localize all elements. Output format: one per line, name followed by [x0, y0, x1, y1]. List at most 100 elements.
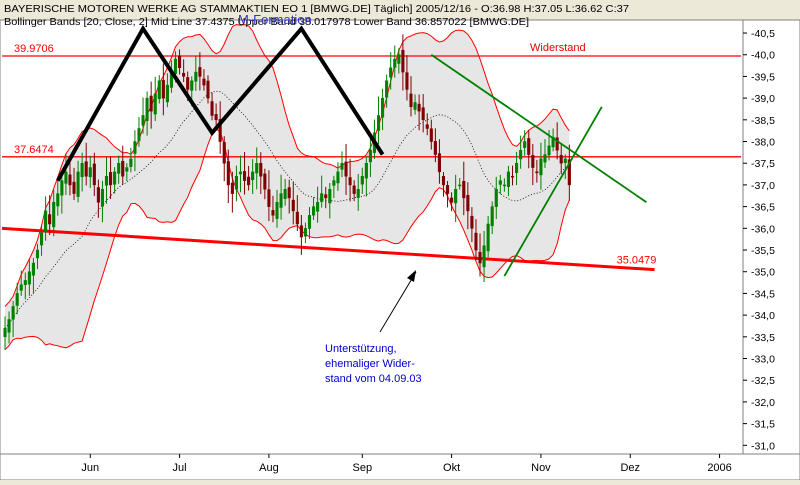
arrowhead [407, 270, 416, 282]
candle-body [376, 115, 381, 131]
y-tick-label: -39,5 [751, 71, 775, 83]
candle [283, 179, 287, 206]
candle-body [478, 251, 482, 264]
candle [364, 156, 368, 197]
candle [109, 156, 113, 199]
candle-body [344, 161, 348, 177]
candle [462, 161, 466, 216]
candle [149, 81, 153, 129]
candle-body [137, 128, 141, 141]
y-tick-label: -40,0 [751, 50, 775, 62]
x-tick-label: Okt [443, 462, 460, 474]
candle-body [543, 154, 547, 163]
candle-body [60, 180, 64, 196]
candle-body [157, 80, 161, 100]
candle [259, 152, 263, 194]
candle [7, 311, 11, 344]
candle-body [44, 210, 48, 233]
candle [100, 180, 104, 223]
candle-body [482, 245, 486, 268]
candle [324, 186, 328, 209]
y-tick-label: -37,0 [751, 180, 775, 192]
x-axis: Jun Jul Aug Sep Okt Nov Dez 2006 [81, 454, 732, 474]
candle [433, 128, 437, 163]
candle [271, 195, 275, 223]
candle-body [153, 93, 157, 115]
candle-body [502, 184, 506, 187]
y-tick-label: -35,5 [751, 245, 775, 257]
candle-body [255, 162, 259, 174]
candle [450, 192, 454, 212]
candle-body [385, 80, 389, 98]
candle-body [226, 161, 230, 186]
candle-body [539, 158, 543, 176]
candle [198, 52, 202, 91]
candle-body [27, 271, 31, 285]
candle [96, 179, 100, 218]
candle-body [531, 155, 535, 168]
candle-body [117, 162, 121, 174]
candle-body [303, 228, 307, 237]
candle-body [234, 175, 238, 190]
candle-body [279, 193, 283, 208]
candle-body [498, 180, 502, 185]
candle [117, 155, 121, 184]
candle [389, 52, 393, 90]
candle [494, 176, 498, 220]
y-tick-label: -37,5 [751, 158, 775, 170]
candle-body [291, 199, 295, 212]
candle [3, 316, 7, 350]
y-tick-label: -38,5 [751, 115, 775, 127]
x-axis-panel [0, 453, 800, 481]
candle [413, 94, 417, 115]
candle [543, 139, 547, 169]
candle [27, 258, 31, 296]
candle [405, 55, 409, 101]
candle-body [104, 175, 109, 186]
candle [348, 158, 352, 202]
candle [291, 181, 295, 225]
candle-body [149, 95, 153, 112]
candle [510, 165, 515, 186]
candle-body [238, 171, 243, 175]
candle-body [109, 172, 113, 186]
candle-body [100, 189, 104, 207]
candle-body [441, 176, 446, 186]
candle-body [72, 181, 76, 194]
candle-body [490, 206, 494, 227]
candle [129, 147, 133, 173]
candle [133, 130, 137, 172]
y-tick-label: -31,0 [751, 440, 775, 452]
candle-body [7, 319, 11, 333]
candle-body [186, 77, 190, 90]
candle-body [470, 215, 474, 229]
candle [72, 167, 76, 201]
candle-body [3, 327, 7, 338]
candle [458, 178, 462, 190]
candle [523, 130, 527, 156]
candle-body [35, 249, 40, 259]
candle-body [450, 197, 454, 203]
candle [535, 159, 539, 183]
candle [527, 130, 531, 169]
y-tick-label: -38,0 [751, 137, 775, 149]
candle-body [84, 161, 88, 177]
candle-body [23, 280, 27, 286]
y-tick-label: -33,0 [751, 354, 775, 366]
y-tick-label: -36,0 [751, 223, 775, 235]
candle-body [52, 202, 56, 228]
candle [226, 149, 230, 204]
candle [299, 214, 303, 255]
candle [474, 219, 478, 260]
candle [381, 88, 385, 131]
candle [519, 135, 523, 169]
candle-body [275, 202, 279, 219]
candle-body [283, 189, 287, 199]
candle [218, 101, 222, 154]
candle-body [316, 202, 320, 212]
candles-layer [3, 34, 571, 350]
candle [352, 180, 356, 202]
annotation-arrow [379, 271, 417, 333]
candle-body [129, 158, 133, 167]
